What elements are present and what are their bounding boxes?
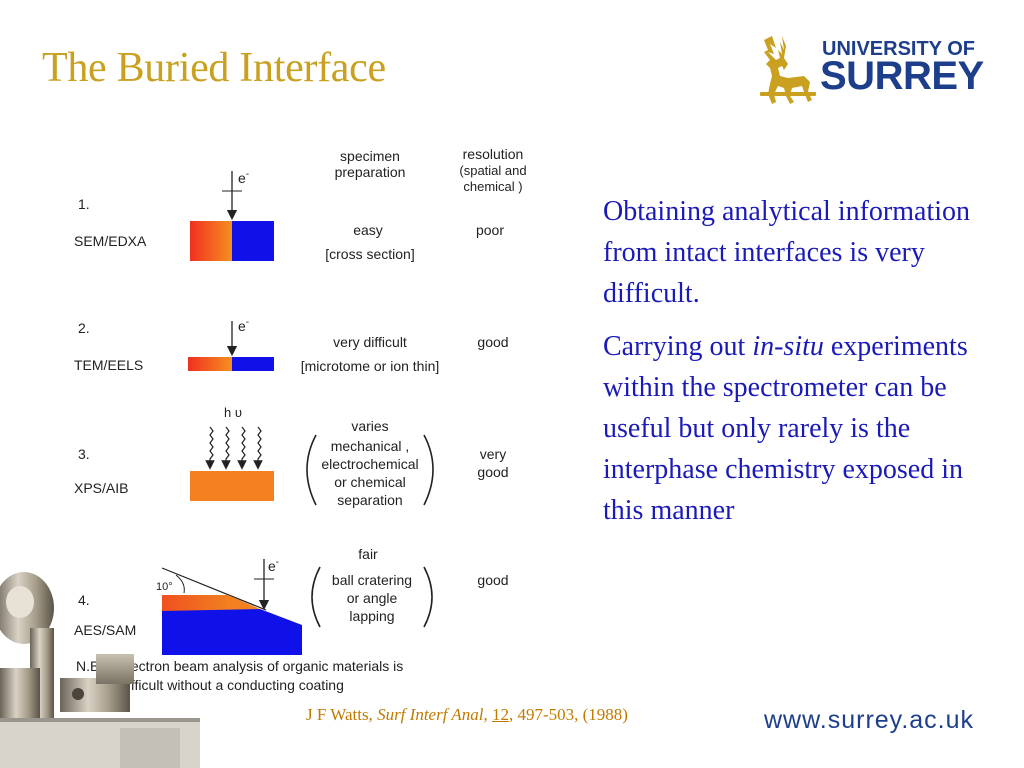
row-4-bracket-right [423, 566, 433, 628]
row-3-bracket-left [306, 434, 317, 506]
row-1-electron-label: e- [238, 169, 249, 186]
row-4-number: 4. [78, 592, 90, 608]
header-res-line-3: chemical ) [463, 179, 522, 194]
row-3-prep-4: or chemical [334, 474, 406, 490]
slide-body-text: Obtaining analytical information from in… [603, 191, 993, 543]
citation-volume: 12 [491, 705, 509, 724]
row-3-prep-3: electrochemical [321, 456, 418, 472]
logo-line-1: UNIVERSITY OF [822, 38, 975, 60]
row-4-specimen-blue [162, 609, 302, 655]
row-3-prep-2: mechanical , [331, 438, 410, 454]
row-3-resolution-2: good [477, 464, 508, 480]
row-3-prep-1: varies [351, 418, 388, 434]
row-3-technique: XPS/AIB [74, 480, 128, 496]
university-logo: UNIVERSITY OF SURREY [758, 30, 994, 106]
row-4-technique: AES/SAM [74, 622, 136, 638]
row-3-photon-label: h υ [224, 405, 242, 420]
row-2-electron-label: e- [238, 317, 249, 334]
row-4-specimen-orange [228, 595, 260, 611]
interface-analysis-figure: specimen preparation resolution (spatial… [52, 135, 547, 700]
row-1-number: 1. [78, 196, 90, 212]
row-1-resolution: poor [476, 222, 504, 238]
row-2-prep-2: [microtome or ion thin] [301, 358, 440, 374]
row-2-resolution: good [477, 334, 508, 350]
in-situ-italic: in-situ [752, 331, 824, 362]
note-line-2: difficult without a conducting coating [120, 677, 344, 693]
row-3-xray-arrows [205, 426, 263, 470]
logo-line-2: SURREY [820, 54, 984, 98]
row-3-resolution-1: very [480, 446, 506, 462]
row-2-prep-1: very difficult [333, 334, 407, 350]
row-4-resolution: good [477, 572, 508, 588]
body-paragraph-2: Carrying out in-situ experiments within … [603, 331, 968, 526]
spectrometer-photo [0, 572, 200, 768]
row-1-prep-1: easy [353, 222, 383, 238]
row-4-bracket-left [311, 566, 321, 628]
body-paragraph-1: Obtaining analytical information from in… [603, 196, 971, 309]
note-line-1: electron beam analysis of organic materi… [120, 658, 403, 674]
row-2-number: 2. [78, 320, 90, 336]
header-res-line-1: resolution [463, 146, 524, 162]
row-2-specimen-blue [232, 357, 274, 371]
row-4-specimen-red [162, 595, 228, 611]
header-res-line-2: (spatial and [459, 163, 526, 178]
row-2-specimen-red [188, 357, 232, 371]
row-4-angle-label: 10° [156, 581, 173, 593]
row-1-specimen-blue [232, 221, 274, 261]
row-4-lap-line [161, 567, 267, 611]
slide-title: The Buried Interface [42, 45, 386, 91]
row-4-prep-2: ball cratering [332, 572, 412, 588]
citation-journal: Surf Interf Anal [377, 705, 484, 724]
row-4-electron-label: e- [268, 557, 279, 574]
row-3-number: 3. [78, 446, 90, 462]
header-prep-line-2: preparation [335, 164, 406, 180]
row-1-specimen-red [190, 221, 232, 261]
row-3-bracket-right [423, 434, 434, 506]
row-1-prep-2: [cross section] [325, 246, 414, 262]
row-4-prep-1: fair [358, 546, 378, 562]
citation: J F Watts, Surf Interf Anal, 12, 497-503… [306, 705, 628, 724]
row-2-technique: TEM/EELS [74, 357, 143, 373]
header-prep-line-1: specimen [340, 148, 400, 164]
row-3-prep-5: separation [337, 492, 402, 508]
row-4-angle-arc [175, 574, 185, 594]
footer-url[interactable]: www.surrey.ac.uk [764, 706, 975, 734]
row-1-technique: SEM/EDXA [74, 233, 147, 249]
stag-icon [760, 36, 816, 104]
row-4-prep-3: or angle [347, 590, 398, 606]
row-4-prep-4: lapping [349, 608, 394, 624]
row-3-specimen [190, 471, 274, 501]
figure-diagram: specimen preparation resolution (spatial… [74, 146, 527, 693]
